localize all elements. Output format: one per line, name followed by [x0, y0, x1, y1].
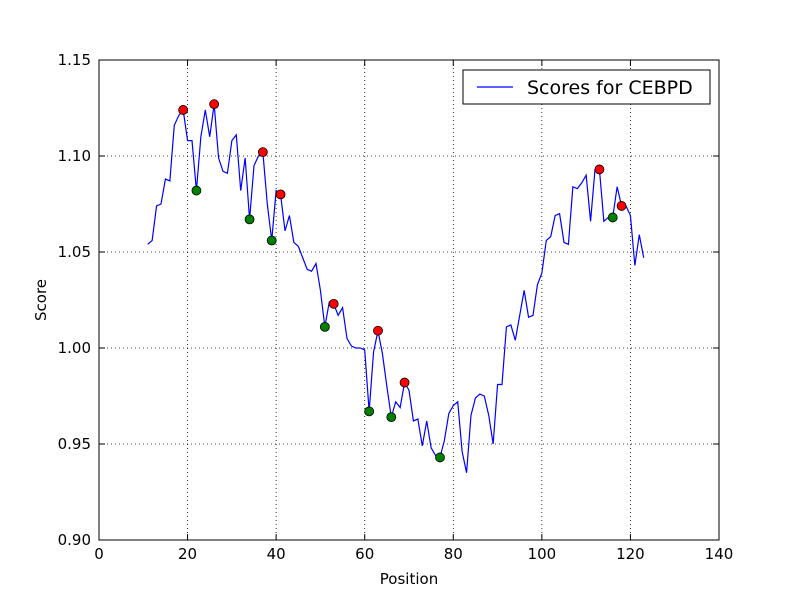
x-tick-label: 20 — [178, 545, 197, 563]
point — [386, 412, 397, 423]
point — [594, 164, 605, 175]
x-tick-label: 120 — [616, 545, 645, 563]
point — [257, 147, 268, 158]
y-tick-label: 0.90 — [58, 531, 91, 549]
point — [364, 406, 375, 417]
point — [275, 189, 286, 200]
y-axis-label: Score — [32, 279, 50, 321]
x-tick-label: 140 — [705, 545, 734, 563]
point — [328, 298, 339, 309]
x-tick-label: 40 — [267, 545, 286, 563]
point — [319, 321, 330, 332]
point — [244, 214, 255, 225]
x-tick-label: 60 — [355, 545, 374, 563]
y-tick-label: 1.00 — [58, 339, 91, 357]
point — [178, 105, 189, 115]
y-tick-label: 0.95 — [58, 435, 91, 453]
legend-label: Scores for CEBPD — [527, 77, 693, 99]
x-tick-label: 80 — [444, 545, 463, 563]
x-tick-label: 100 — [528, 545, 557, 563]
plot-frame — [98, 59, 720, 541]
y-tick-label: 1.05 — [58, 243, 91, 261]
point — [209, 99, 220, 110]
x-axis-label: Position — [380, 570, 438, 588]
x-tick-label: 0 — [94, 545, 104, 563]
point — [607, 212, 618, 223]
point — [616, 201, 627, 211]
y-tick-label: 1.10 — [58, 147, 91, 165]
point — [373, 325, 383, 336]
point — [435, 452, 445, 463]
point — [266, 235, 277, 246]
y-tick-label: 1.15 — [58, 51, 91, 69]
point — [399, 377, 410, 388]
point — [191, 185, 202, 196]
data-line — [147, 104, 645, 473]
